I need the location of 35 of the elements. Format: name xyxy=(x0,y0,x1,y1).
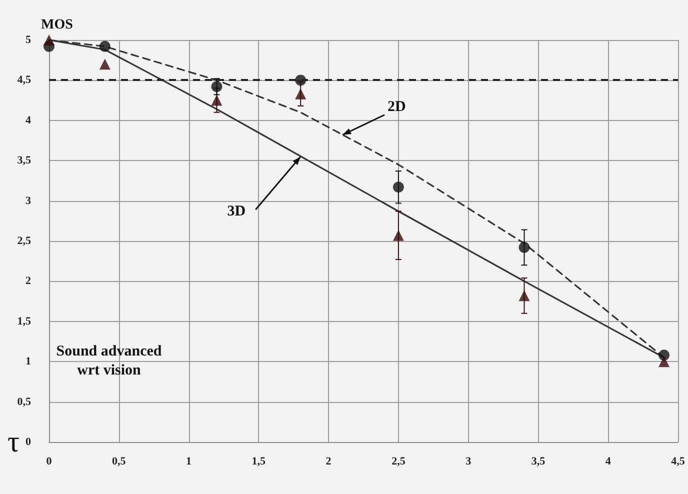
y-tick-label: 2,5 xyxy=(17,235,32,247)
x-axis-title: τ xyxy=(8,426,20,458)
y-tick-label: 3,5 xyxy=(17,154,32,167)
y-tick-label: 3 xyxy=(26,194,32,207)
annotation: 2D xyxy=(388,98,406,115)
x-tick-label: 0 xyxy=(46,456,52,468)
y-tick-label: 2 xyxy=(26,275,32,288)
y-tick-label: 0,5 xyxy=(17,396,32,408)
x-tick-label: 4,5 xyxy=(671,456,686,468)
y-tick-label: 5 xyxy=(26,34,32,46)
x-tick-label: 2 xyxy=(326,456,332,468)
y-tick-label: 4 xyxy=(26,114,32,126)
point xyxy=(658,356,670,368)
point xyxy=(392,230,404,241)
point xyxy=(392,182,404,193)
y-tick-label: 1 xyxy=(26,356,31,368)
annotation: 3D xyxy=(227,204,246,220)
x-tick-label: 4 xyxy=(605,456,612,468)
x-tick-label: 2,5 xyxy=(392,456,406,468)
point xyxy=(99,40,110,52)
x-tick-label: 3 xyxy=(466,456,472,468)
y-tick-label: 4,5 xyxy=(17,74,32,86)
y-tick-label: 0 xyxy=(26,436,32,448)
x-tick-label: 3,5 xyxy=(531,456,546,468)
y-axis-title: MOS xyxy=(41,18,74,32)
x-tick-label: 1 xyxy=(186,456,192,468)
x-tick-label: 1,5 xyxy=(252,456,266,468)
annotation: Sound advanced wrt vision xyxy=(56,344,162,378)
point xyxy=(99,58,110,70)
y-tick-label: 1,5 xyxy=(17,315,32,328)
x-tick-label: 0,5 xyxy=(112,456,126,468)
point xyxy=(295,88,306,100)
point xyxy=(44,34,54,46)
point xyxy=(518,290,530,302)
point xyxy=(518,242,530,253)
